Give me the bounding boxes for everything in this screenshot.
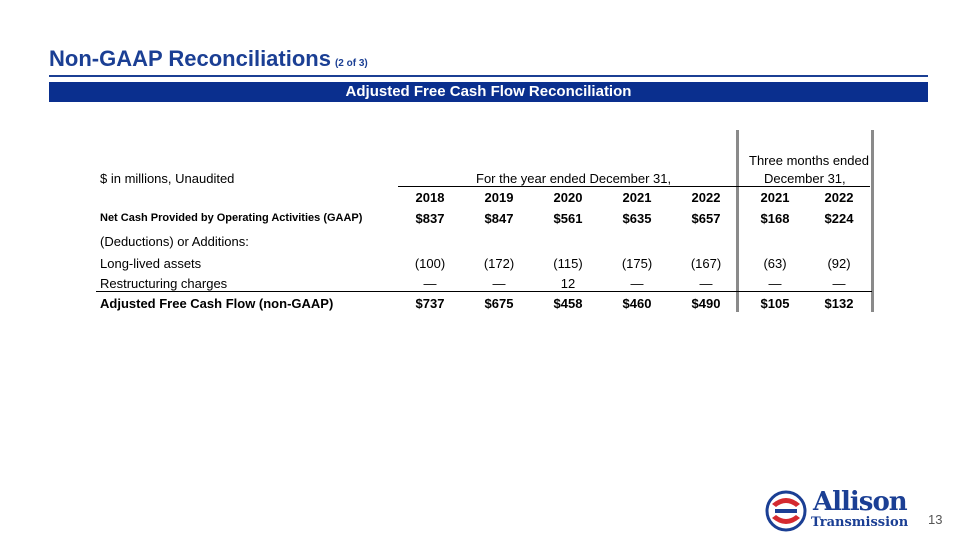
group-header-quarter-line1: Three months ended bbox=[749, 153, 869, 168]
table-cell: $737 bbox=[415, 296, 445, 311]
section-banner: Adjusted Free Cash Flow Reconciliation bbox=[49, 82, 928, 102]
table-cell: 12 bbox=[560, 276, 576, 291]
row-label: (Deductions) or Additions: bbox=[100, 234, 249, 249]
group-header-year: For the year ended December 31, bbox=[476, 171, 672, 186]
table-cell: (100) bbox=[414, 256, 446, 271]
table-cell: — bbox=[423, 276, 437, 291]
total-rule bbox=[96, 291, 872, 292]
allison-logo-mark-icon bbox=[765, 490, 807, 532]
column-header-0: 2018 bbox=[415, 190, 445, 205]
table-cell: $675 bbox=[484, 296, 514, 311]
column-divider-right bbox=[871, 130, 874, 312]
column-header-4: 2022 bbox=[691, 190, 721, 205]
table-cell: (115) bbox=[553, 256, 583, 271]
column-header-5: 2021 bbox=[760, 190, 790, 205]
row-label: Net Cash Provided by Operating Activitie… bbox=[100, 212, 363, 224]
title-rule bbox=[49, 75, 928, 77]
table-cell: — bbox=[630, 276, 644, 291]
table-cell: — bbox=[699, 276, 713, 291]
header-rule bbox=[398, 186, 870, 187]
column-header-1: 2019 bbox=[484, 190, 514, 205]
table-cell: $458 bbox=[553, 296, 583, 311]
table-cell: (63) bbox=[763, 256, 787, 271]
column-header-2: 2020 bbox=[553, 190, 583, 205]
table-cell: $224 bbox=[824, 211, 854, 226]
table-cell: (92) bbox=[827, 256, 851, 271]
row-label: Long-lived assets bbox=[100, 256, 202, 271]
table-cell: (167) bbox=[690, 256, 722, 271]
table-cell: $460 bbox=[622, 296, 652, 311]
column-header-3: 2021 bbox=[622, 190, 652, 205]
page-number: 13 bbox=[928, 512, 943, 527]
table-cell: — bbox=[768, 276, 782, 291]
table-cell: $105 bbox=[760, 296, 790, 311]
column-divider-left bbox=[736, 130, 739, 312]
table-cell: $837 bbox=[415, 211, 445, 226]
logo-wordmark-transmission: Transmission bbox=[811, 515, 909, 530]
logo-wordmark-allison: Allison bbox=[813, 487, 908, 517]
page-subtitle: (2 of 3) bbox=[334, 58, 368, 69]
reconciliation-table: $ in millions, Unaudited For the year en… bbox=[96, 130, 874, 312]
page-title: Non-GAAP Reconciliations (2 of 3) bbox=[49, 46, 368, 71]
table-cell: $132 bbox=[824, 296, 854, 311]
column-header-6: 2022 bbox=[824, 190, 854, 205]
table-cell: $490 bbox=[691, 296, 721, 311]
row-label: Adjusted Free Cash Flow (non-GAAP) bbox=[100, 296, 334, 311]
row-label: Restructuring charges bbox=[100, 276, 228, 291]
table-cell: $561 bbox=[553, 211, 583, 226]
table-cell: — bbox=[492, 276, 506, 291]
table-cell: (172) bbox=[483, 256, 515, 271]
allison-logo: Allison Transmission bbox=[765, 487, 925, 533]
table-cell: $847 bbox=[484, 211, 514, 226]
table-cell: — bbox=[832, 276, 846, 291]
table-cell: $635 bbox=[622, 211, 652, 226]
unit-label: $ in millions, Unaudited bbox=[100, 171, 235, 186]
group-header-quarter-line2: December 31, bbox=[764, 171, 846, 186]
table-cell: $657 bbox=[691, 211, 721, 226]
table-cell: $168 bbox=[760, 211, 790, 226]
table-cell: (175) bbox=[621, 256, 653, 271]
